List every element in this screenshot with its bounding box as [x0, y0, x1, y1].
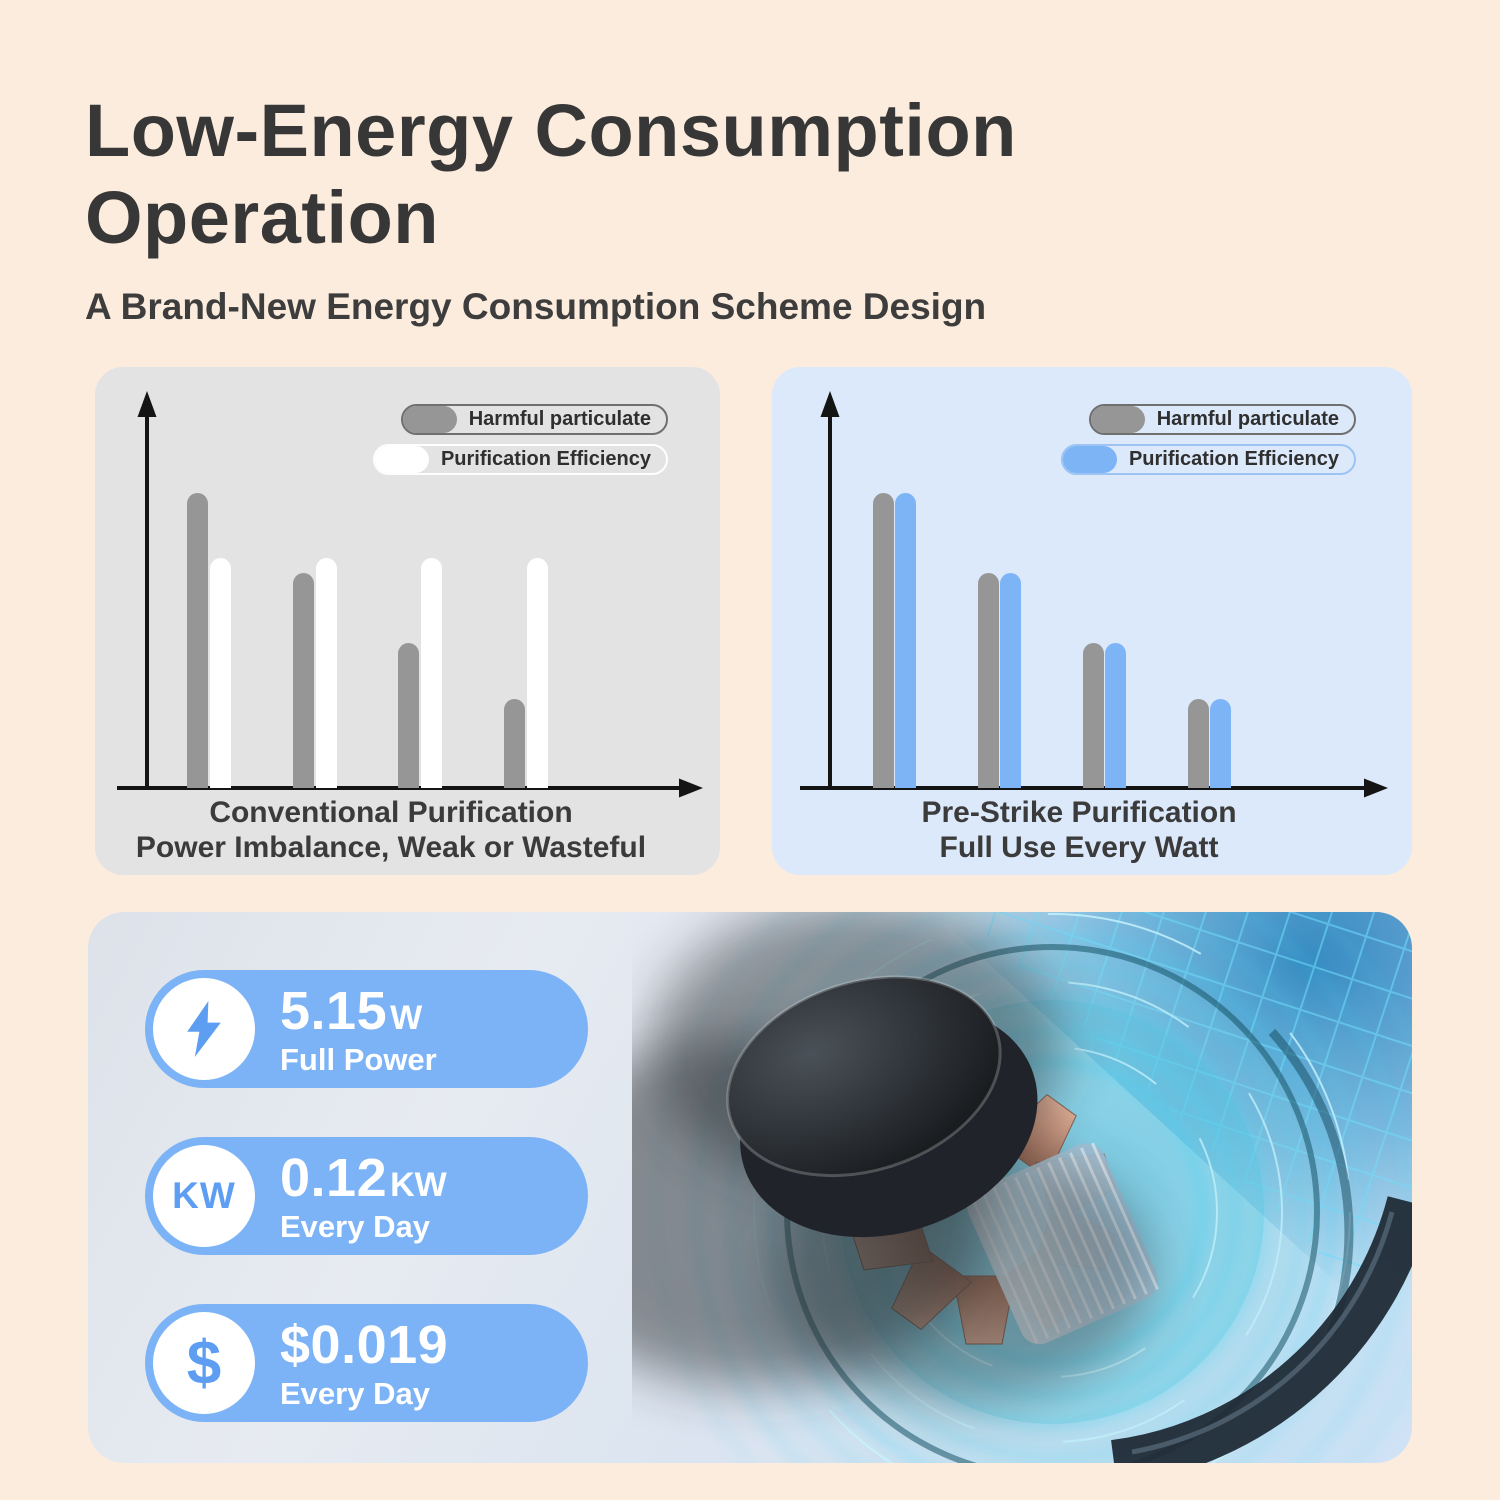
- bar-harmful-particulate: [978, 573, 999, 788]
- bar-purification-efficiency: [421, 558, 442, 788]
- stat-label: Full Power: [280, 1041, 437, 1077]
- stat-value: 5.15: [280, 980, 388, 1041]
- stat-value: 0.12: [280, 1147, 388, 1208]
- dollar-icon: $: [153, 1312, 255, 1414]
- caption-line-1: Pre-Strike Purification: [921, 796, 1237, 829]
- lightning-icon: [153, 978, 255, 1080]
- kw-badge-icon: KW: [153, 1145, 255, 1247]
- caption-line-1: Conventional Purification: [209, 796, 573, 829]
- bar-purification-efficiency: [316, 558, 337, 788]
- stat-daily-consumption: KW 0.12 KW Every Day: [145, 1137, 588, 1255]
- legend-item-harmful: Harmful particulate: [400, 404, 668, 435]
- pre-strike-purification-chart-panel: Harmful particulate Purification Efficie…: [772, 367, 1412, 875]
- stat-text: 0.12 KW Every Day: [280, 1137, 447, 1255]
- legend-item-efficiency: Purification Efficiency: [1060, 444, 1356, 475]
- stat-value: $0.019: [280, 1314, 449, 1375]
- bar-harmful-particulate: [1083, 643, 1104, 788]
- chart-caption-left: Conventional Purification Power Imbalanc…: [95, 795, 687, 866]
- harmful-particulate-swatch: [1090, 406, 1145, 433]
- stat-label: Every Day: [280, 1208, 430, 1244]
- stat-text: 5.15 W Full Power: [280, 970, 437, 1088]
- chart-caption-right: Pre-Strike Purification Full Use Every W…: [772, 795, 1386, 866]
- purification-efficiency-swatch: [1062, 446, 1117, 473]
- stat-text: $0.019 Every Day: [280, 1304, 451, 1422]
- legend-label: Purification Efficiency: [1128, 448, 1339, 470]
- stat-unit: W: [390, 998, 423, 1037]
- stat-label: Every Day: [280, 1375, 430, 1411]
- legend-label: Harmful particulate: [1156, 408, 1339, 430]
- energy-stats-hero-panel: 5.15 W Full Power KW 0.12 KW Every Day $: [88, 912, 1412, 1463]
- x-axis-arrow: [1364, 778, 1388, 798]
- legend-item-harmful: Harmful particulate: [1088, 404, 1356, 435]
- caption-line-2: Power Imbalance, Weak or Wasteful: [135, 831, 647, 865]
- device-motor-illustration: [632, 912, 1412, 1463]
- stat-full-power: 5.15 W Full Power: [145, 970, 588, 1088]
- legend-right: Harmful particulate Purification Efficie…: [1060, 404, 1356, 475]
- bar-group-right: [772, 367, 1412, 875]
- page-title: Low-Energy Consumption Operation: [85, 89, 1017, 259]
- bar-purification-efficiency: [895, 493, 916, 788]
- legend-label: Harmful particulate: [468, 408, 651, 430]
- bar-group-left: [95, 367, 720, 875]
- bar-purification-efficiency: [1210, 699, 1231, 788]
- y-axis-arrow: [820, 391, 840, 417]
- bar-harmful-particulate: [187, 493, 208, 788]
- x-axis-arrow: [679, 778, 703, 798]
- axes-right: [800, 391, 1388, 798]
- stat-unit: KW: [390, 1165, 447, 1204]
- caption-line-2: Full Use Every Watt: [939, 831, 1219, 865]
- bar-harmful-particulate: [398, 643, 419, 788]
- purification-efficiency-swatch: [374, 446, 429, 473]
- stat-daily-cost: $ $0.019 Every Day: [145, 1304, 588, 1422]
- legend-label: Purification Efficiency: [440, 448, 651, 470]
- harmful-particulate-swatch: [402, 406, 457, 433]
- bar-purification-efficiency: [210, 558, 231, 788]
- axes-left: [117, 391, 703, 798]
- conventional-purification-chart-panel: Harmful particulate Purification Efficie…: [95, 367, 720, 875]
- bar-purification-efficiency: [527, 558, 548, 788]
- bar-harmful-particulate: [504, 699, 525, 788]
- legend-item-efficiency: Purification Efficiency: [372, 444, 668, 475]
- kw-badge-text: KW: [172, 1175, 236, 1216]
- bar-purification-efficiency: [1105, 643, 1126, 788]
- page-subtitle: A Brand-New Energy Consumption Scheme De…: [85, 286, 987, 327]
- y-axis-arrow: [137, 391, 157, 417]
- bar-harmful-particulate: [293, 573, 314, 788]
- bar-harmful-particulate: [873, 493, 894, 788]
- legend-left: Harmful particulate Purification Efficie…: [372, 404, 668, 475]
- dollar-text: $: [186, 1328, 222, 1398]
- bar-purification-efficiency: [1000, 573, 1021, 788]
- bar-harmful-particulate: [1188, 699, 1209, 788]
